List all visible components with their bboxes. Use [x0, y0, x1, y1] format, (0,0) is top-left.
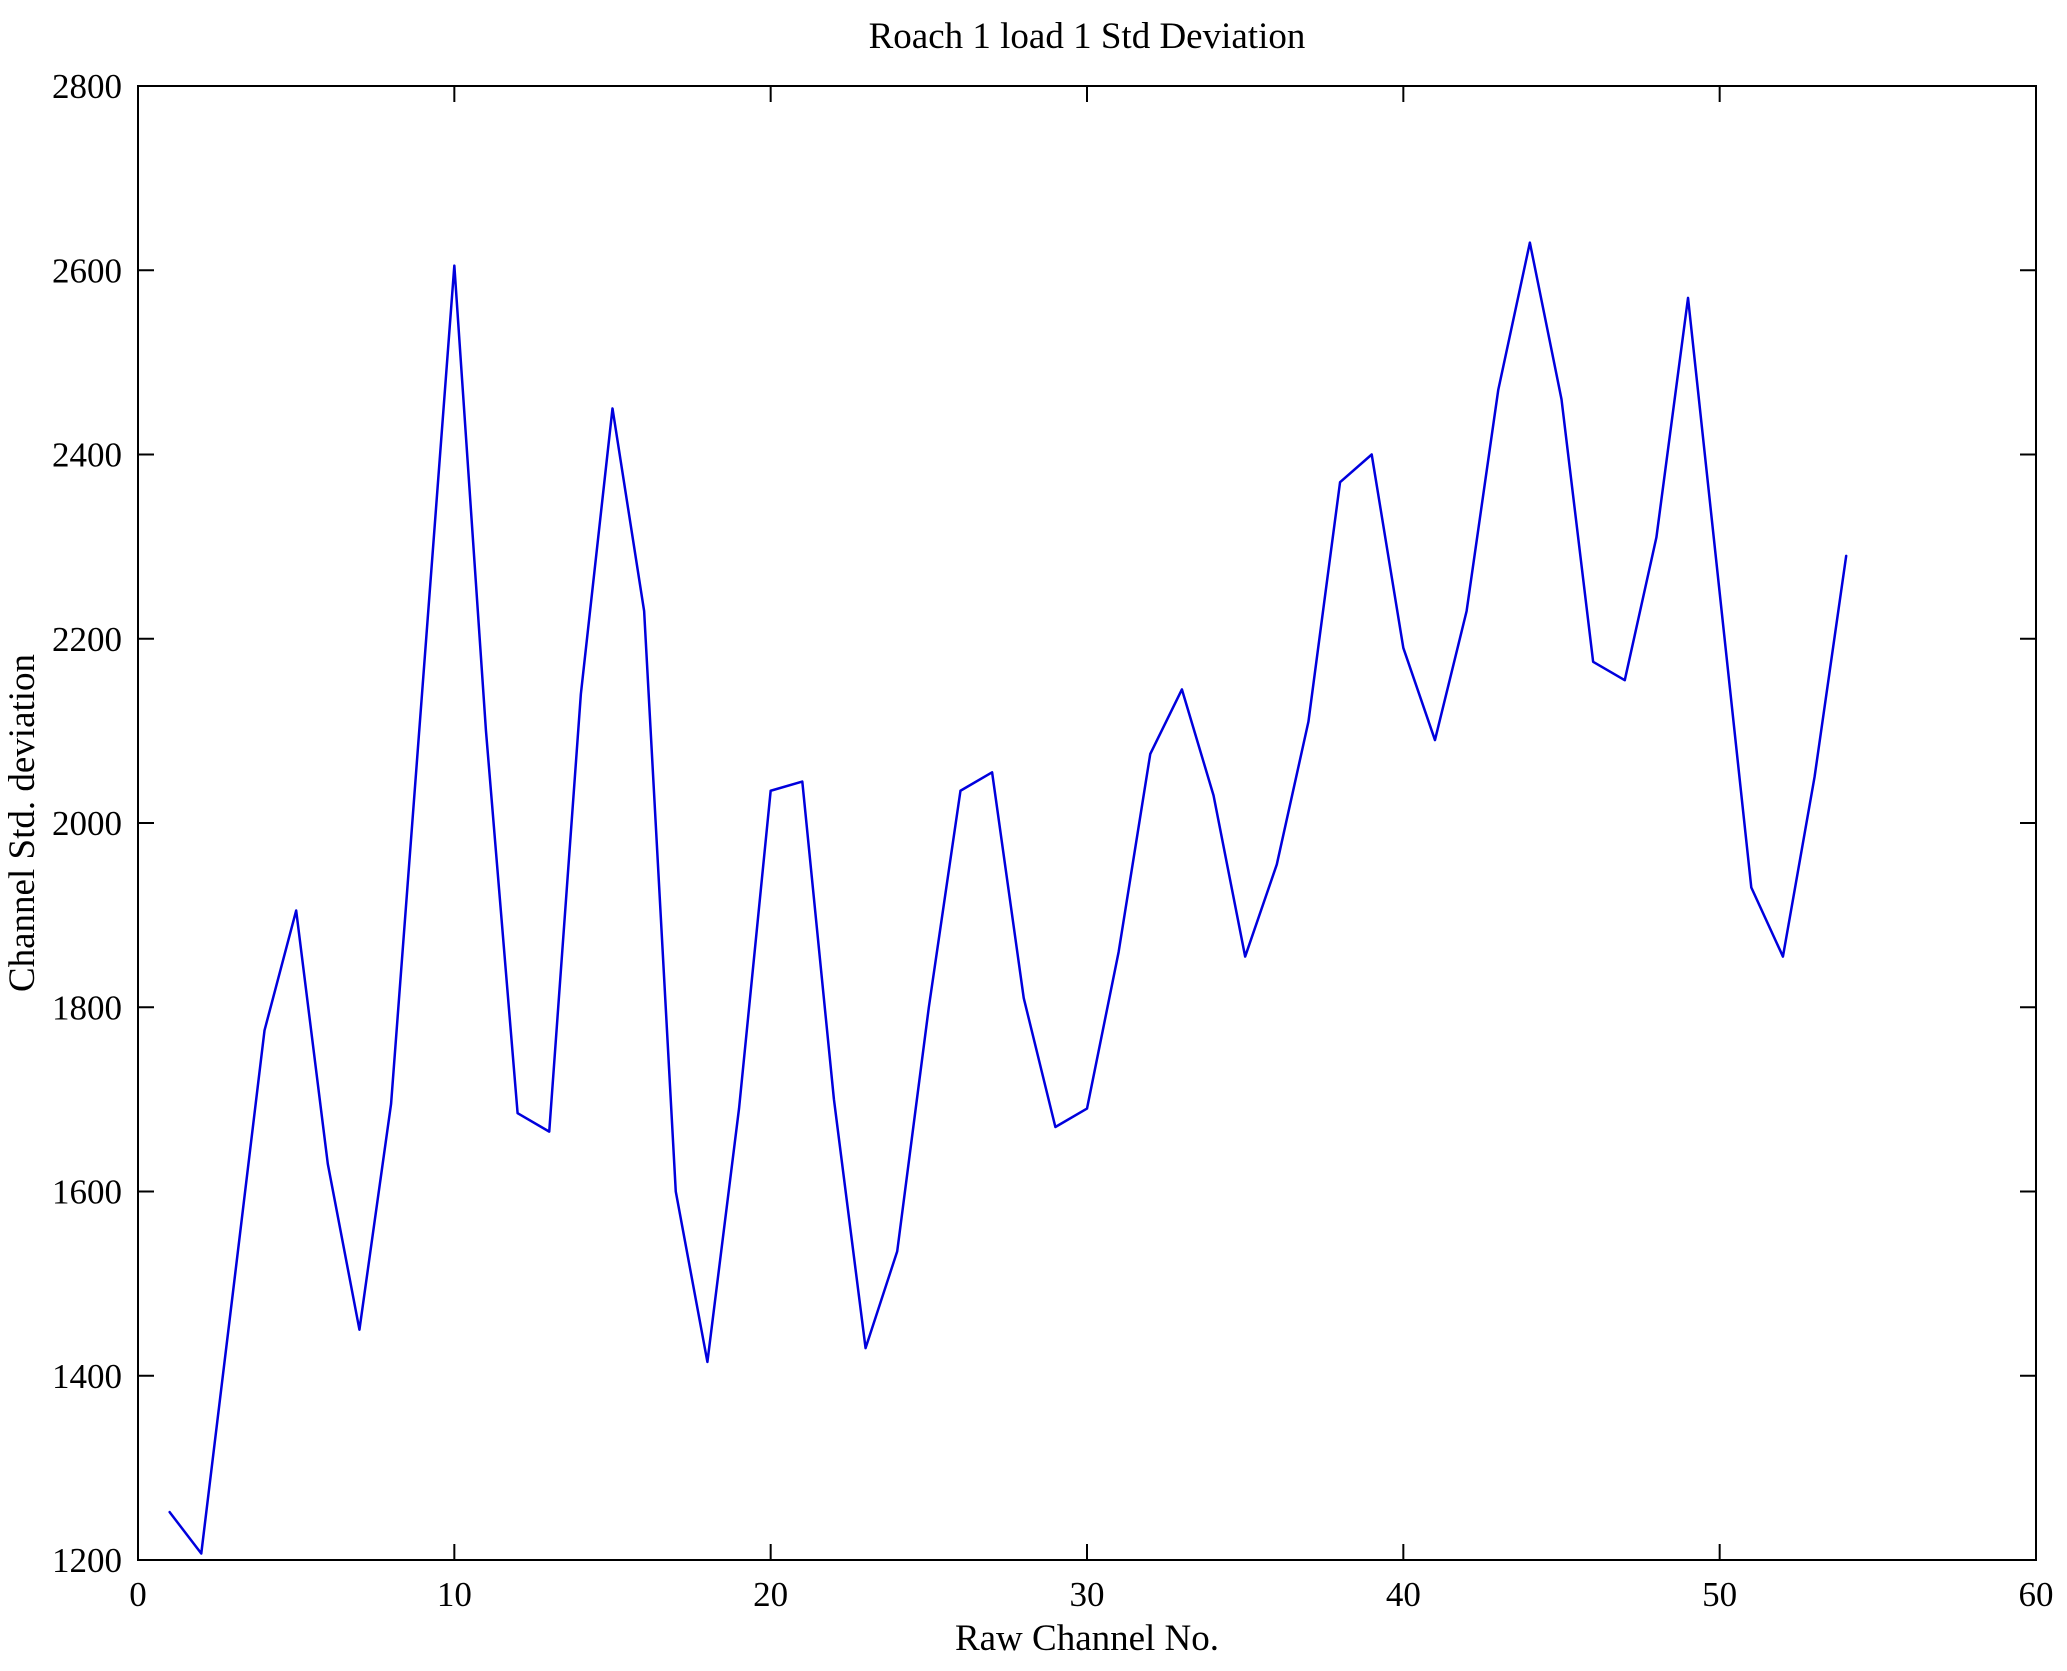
x-axis-label: Raw Channel No. [955, 1618, 1219, 1659]
y-tick-label: 1400 [52, 1357, 122, 1396]
chart-title: Roach 1 load 1 Std Deviation [869, 16, 1306, 57]
axes-box [137, 85, 2037, 1561]
y-tick-label: 2000 [52, 804, 122, 843]
y-tick-label: 1600 [52, 1173, 122, 1212]
y-tick-label: 2400 [52, 436, 122, 475]
data-series-line [168, 241, 1848, 1555]
y-tick-label: 1800 [52, 988, 122, 1027]
x-tick-label: 40 [1386, 1575, 1421, 1614]
y-tick-label: 1200 [52, 1541, 122, 1580]
y-axis-label: Channel Std. deviation [2, 654, 43, 992]
x-tick-label: 60 [2019, 1575, 2054, 1614]
x-tick-label: 30 [1070, 1575, 1105, 1614]
x-tick-label: 50 [1702, 1575, 1737, 1614]
x-tick-label: 10 [437, 1575, 472, 1614]
y-tick-label: 2200 [52, 620, 122, 659]
y-tick-label: 2600 [52, 251, 122, 290]
y-tick-label: 2800 [52, 67, 122, 106]
x-tick-label: 0 [129, 1575, 147, 1614]
x-tick-label: 20 [753, 1575, 788, 1614]
